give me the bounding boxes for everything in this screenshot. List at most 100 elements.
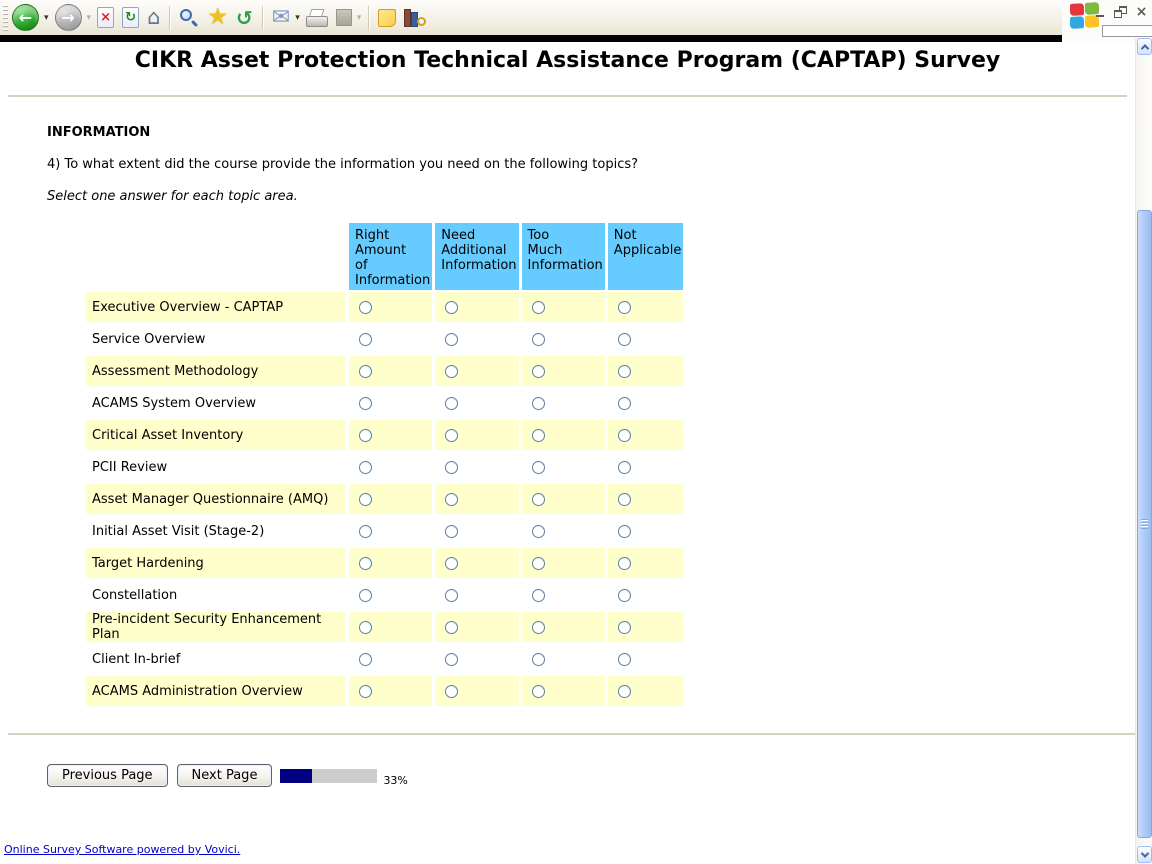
radio-button[interactable] xyxy=(531,684,545,698)
history-button[interactable]: ↺ xyxy=(232,2,257,34)
radio-button[interactable] xyxy=(359,524,372,538)
radio-button[interactable] xyxy=(531,652,545,666)
radio-button[interactable] xyxy=(359,332,372,346)
radio-button[interactable] xyxy=(617,684,631,698)
column-header-right-amount: Right Amount of Information xyxy=(349,223,433,290)
search-button[interactable] xyxy=(175,2,203,34)
radio-button[interactable] xyxy=(617,396,631,410)
radio-button[interactable] xyxy=(359,492,372,506)
radio-button[interactable] xyxy=(359,556,372,570)
research-button[interactable] xyxy=(400,2,430,34)
radio-button[interactable] xyxy=(531,300,545,314)
radio-button[interactable] xyxy=(445,364,459,378)
table-row: ACAMS System Overview xyxy=(86,388,683,418)
answer-cell-too-much xyxy=(521,612,605,642)
radio-button[interactable] xyxy=(617,332,631,346)
print-button[interactable] xyxy=(302,2,332,34)
radio-button[interactable] xyxy=(531,428,545,442)
mail-dropdown[interactable]: ▾ xyxy=(295,12,300,23)
radio-button[interactable] xyxy=(531,332,545,346)
radio-button[interactable] xyxy=(359,652,372,666)
progress-percent-label: 33% xyxy=(383,774,408,787)
radio-button[interactable] xyxy=(359,620,372,634)
answer-cell-too-much xyxy=(521,292,605,322)
previous-page-button[interactable]: Previous Page xyxy=(47,764,168,787)
notes-button[interactable] xyxy=(374,2,400,34)
radio-button[interactable] xyxy=(445,556,459,570)
edit-dropdown[interactable]: ▾ xyxy=(356,12,362,23)
radio-button[interactable] xyxy=(617,460,631,474)
toolbar-separator xyxy=(261,5,263,30)
forward-dropdown[interactable]: ▾ xyxy=(86,12,92,23)
radio-button[interactable] xyxy=(531,556,545,570)
vovici-footer-link[interactable]: Online Survey Software powered by Vovici… xyxy=(4,843,241,856)
answer-cell-need-additional xyxy=(435,516,518,546)
radio-button[interactable] xyxy=(617,620,631,634)
back-dropdown[interactable]: ▾ xyxy=(44,12,49,23)
radio-button[interactable] xyxy=(531,492,545,506)
radio-button[interactable] xyxy=(617,364,631,378)
scroll-up-button[interactable] xyxy=(1137,38,1152,55)
answer-cell-too-much xyxy=(521,548,605,578)
radio-button[interactable] xyxy=(531,620,545,634)
radio-button[interactable] xyxy=(359,300,372,314)
radio-button[interactable] xyxy=(531,364,545,378)
answer-cell-right-amount xyxy=(349,452,432,482)
minimize-button[interactable] xyxy=(1093,6,1106,18)
radio-button[interactable] xyxy=(445,396,459,410)
radio-button[interactable] xyxy=(359,364,372,378)
forward-button[interactable]: → xyxy=(51,2,86,34)
favorites-button[interactable]: ★ xyxy=(203,2,232,34)
radio-button[interactable] xyxy=(531,460,545,474)
answer-cell-right-amount xyxy=(349,484,433,514)
radio-button[interactable] xyxy=(617,524,631,538)
mail-button[interactable]: ✉ xyxy=(268,2,294,34)
radio-button[interactable] xyxy=(445,588,459,602)
next-page-button[interactable]: Next Page xyxy=(176,764,273,787)
radio-button[interactable] xyxy=(359,684,372,698)
home-button[interactable]: ⌂ xyxy=(143,2,164,34)
radio-button[interactable] xyxy=(359,588,372,602)
radio-button[interactable] xyxy=(617,588,631,602)
back-button[interactable]: ← xyxy=(8,2,43,34)
radio-button[interactable] xyxy=(359,428,372,442)
radio-button[interactable] xyxy=(445,332,459,346)
edit-button[interactable] xyxy=(332,2,356,34)
refresh-button[interactable]: ↻ xyxy=(118,2,143,34)
radio-button[interactable] xyxy=(445,524,459,538)
column-header-too-much: Too Much Information xyxy=(521,223,605,290)
topic-label: Target Hardening xyxy=(86,548,346,578)
radio-button[interactable] xyxy=(617,652,631,666)
browser-toolbar: ← ▾ → ▾ × ↻ ⌂ ★ ↺ ✉ ▾ xyxy=(0,0,1062,35)
topic-label: Assessment Methodology xyxy=(86,356,346,386)
vertical-scrollbar[interactable] xyxy=(1135,38,1152,864)
radio-button[interactable] xyxy=(445,684,459,698)
radio-button[interactable] xyxy=(359,396,372,410)
restore-button[interactable] xyxy=(1114,6,1127,18)
radio-button[interactable] xyxy=(445,620,459,634)
radio-button[interactable] xyxy=(617,428,631,442)
scroll-down-button[interactable] xyxy=(1137,846,1152,863)
radio-button[interactable] xyxy=(617,556,631,570)
radio-button[interactable] xyxy=(531,524,545,538)
close-button[interactable]: × xyxy=(1135,4,1148,20)
toolbar-grip-handle[interactable] xyxy=(3,4,8,31)
radio-button[interactable] xyxy=(445,300,459,314)
stop-button[interactable]: × xyxy=(93,2,118,34)
radio-button[interactable] xyxy=(445,428,459,442)
table-row: Asset Manager Questionnaire (AMQ) xyxy=(86,484,684,514)
radio-button[interactable] xyxy=(617,300,631,314)
table-row: ACAMS Administration Overview xyxy=(86,676,684,706)
radio-button[interactable] xyxy=(531,588,545,602)
table-row: Target Hardening xyxy=(86,548,684,578)
topic-label: Initial Asset Visit (Stage-2) xyxy=(92,523,265,539)
radio-button[interactable] xyxy=(617,492,631,506)
radio-button[interactable] xyxy=(531,396,545,410)
radio-button[interactable] xyxy=(359,460,372,474)
radio-button[interactable] xyxy=(445,652,459,666)
answer-cell-not-applicable xyxy=(608,452,684,482)
mail-envelope-icon: ✉ xyxy=(271,4,291,30)
radio-button[interactable] xyxy=(445,492,459,506)
radio-button[interactable] xyxy=(445,460,459,474)
scrollbar-thumb[interactable] xyxy=(1137,210,1152,838)
